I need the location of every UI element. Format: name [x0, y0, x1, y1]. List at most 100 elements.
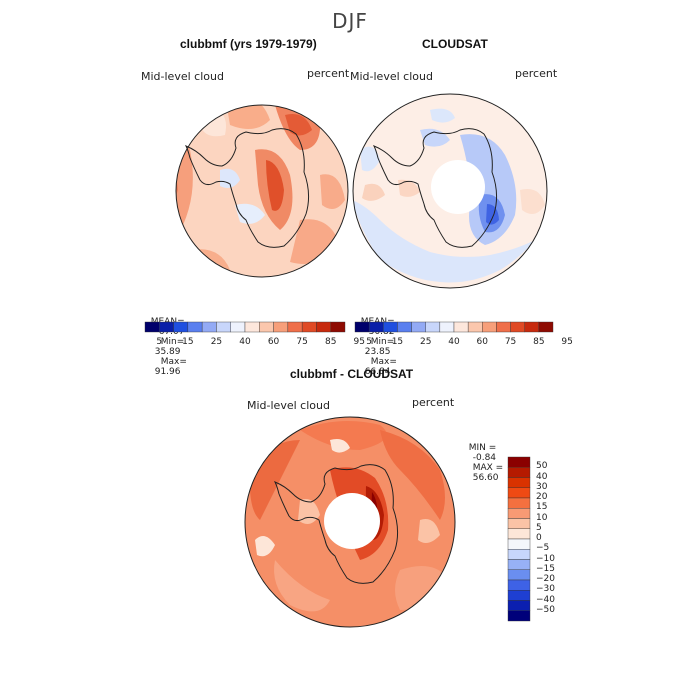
- colorbar-tick-label: 60: [267, 337, 280, 347]
- colorbar-level-label: −40: [536, 594, 555, 605]
- colorbar-swatch: [507, 456, 531, 468]
- colorbar-swatch: [510, 321, 525, 333]
- colorbar-panel-1: [144, 321, 346, 333]
- colorbar-level-label: −20: [536, 574, 555, 584]
- colorbar-level-label: 0: [536, 533, 542, 543]
- panel-2-variable: Mid-level cloud: [350, 70, 433, 83]
- colorbar-tick-label: 15: [391, 337, 404, 347]
- colorbar-level-label: −30: [536, 584, 555, 595]
- colorbar-swatch: [173, 321, 189, 333]
- diff-units: percent: [412, 396, 455, 409]
- colorbar-swatch: [507, 559, 531, 570]
- colorbar-level-label: 50: [536, 461, 548, 472]
- colorbar-tick-label: 15: [182, 337, 194, 347]
- panel-1-units: percent: [307, 67, 350, 80]
- colorbar-swatch: [316, 321, 331, 333]
- colorbar-swatch: [244, 321, 260, 333]
- diff-max: 56.60: [472, 473, 499, 483]
- colorbar-swatch: [411, 321, 426, 333]
- panel-2-min: 23.85: [364, 347, 391, 357]
- colorbar-tick-label: 85: [324, 337, 337, 347]
- colorbar-swatch: [467, 321, 483, 333]
- colorbar-swatch: [507, 518, 531, 529]
- colorbar-swatch: [507, 487, 531, 499]
- colorbar-swatch: [496, 321, 511, 333]
- cloudsat-cloud-map: [352, 93, 548, 289]
- colorbar-swatch: [383, 321, 398, 333]
- colorbar-tick-label: 40: [239, 337, 251, 347]
- panel-1-max-label: Max=: [160, 357, 187, 367]
- panel-2-units: percent: [515, 67, 558, 80]
- colorbar-level-label: −5: [536, 543, 550, 554]
- colorbar-swatch: [187, 321, 203, 333]
- diff-max-label: MAX =: [472, 463, 504, 473]
- colorbar-tick-label: 5: [366, 337, 373, 347]
- panel-2-max-label: Max=: [370, 357, 397, 367]
- colorbar-level-label: 10: [536, 512, 548, 523]
- colorbar-panel-1-ticks: 5 15 25 40 60 75 85 95: [145, 337, 365, 349]
- colorbar-panel-2-ticks: 5 15 25 40 60 75 85 95: [355, 337, 573, 349]
- colorbar-level-label: 15: [536, 502, 548, 513]
- colorbar-swatch: [368, 321, 384, 333]
- colorbar-swatch: [453, 321, 469, 333]
- panel-1-max: 91.96: [154, 367, 181, 377]
- panel-2-max: 66.84: [364, 367, 391, 377]
- colorbar-swatch: [507, 528, 531, 540]
- colorbar-tick-label: 25: [419, 337, 432, 347]
- colorbar-swatch: [287, 321, 303, 333]
- colorbar-swatch: [354, 321, 370, 333]
- diff-minmax: MIN = -0.84 MAX = 56.60: [463, 433, 504, 483]
- colorbar-level-label: −10: [536, 553, 555, 564]
- colorbar-swatch: [144, 321, 160, 333]
- panel-2-title: CLOUDSAT: [422, 37, 488, 51]
- colorbar-swatch: [507, 569, 531, 581]
- colorbar-swatch: [230, 321, 246, 333]
- colorbar-swatch: [507, 497, 531, 509]
- colorbar-swatch: [273, 321, 289, 333]
- colorbar-tick-label: 60: [476, 337, 489, 347]
- colorbar-swatch: [330, 321, 346, 333]
- colorbar-panel-2: [354, 321, 554, 333]
- colorbar-tick-label: 25: [210, 337, 223, 347]
- colorbar-tick-label: 95: [561, 337, 573, 347]
- difference-cloud-map: [244, 416, 456, 628]
- panel-1-min-label: Min=: [160, 337, 185, 347]
- colorbar-tick-label: 95: [353, 337, 366, 347]
- colorbar-difference: [507, 456, 531, 622]
- colorbar-tick-label: 85: [533, 337, 545, 347]
- diff-title: clubbmf - CLOUDSAT: [290, 367, 414, 381]
- colorbar-level-label: −15: [536, 563, 555, 574]
- colorbar-difference-labels: 50 40 30 20 15 10 5 0 −5 −10 −15 −20 −30 −40 −50: [536, 457, 576, 621]
- colorbar-tick-label: 40: [448, 337, 460, 347]
- figure-season-title: DJF: [332, 9, 368, 33]
- colorbar-swatch: [538, 321, 554, 333]
- colorbar-swatch: [507, 579, 531, 591]
- diff-min: -0.84: [472, 453, 497, 463]
- model-cloud-map: [175, 104, 349, 278]
- colorbar-swatch: [507, 477, 531, 488]
- colorbar-swatch: [524, 321, 540, 333]
- colorbar-swatch: [507, 549, 531, 560]
- colorbar-swatch: [439, 321, 455, 333]
- colorbar-swatch: [507, 600, 531, 611]
- colorbar-swatch: [259, 321, 274, 333]
- colorbar-swatch: [507, 508, 531, 519]
- colorbar-level-label: 5: [536, 522, 542, 533]
- colorbar-swatch: [301, 321, 317, 333]
- colorbar-swatch: [201, 321, 217, 333]
- diff-min-label: MIN =: [468, 443, 497, 453]
- panel-1-title: clubbmf (yrs 1979-1979): [180, 37, 317, 51]
- panel-1-variable: Mid-level cloud: [141, 70, 224, 83]
- colorbar-level-label: −50: [536, 604, 555, 615]
- colorbar-tick-label: 5: [156, 337, 163, 347]
- colorbar-swatch: [397, 321, 412, 333]
- colorbar-swatch: [507, 610, 531, 622]
- colorbar-level-label: 30: [536, 481, 548, 492]
- colorbar-level-label: 40: [536, 471, 548, 482]
- colorbar-swatch: [482, 321, 497, 333]
- colorbar-swatch: [507, 467, 531, 478]
- colorbar-tick-label: 75: [296, 337, 308, 347]
- colorbar-swatch: [216, 321, 231, 333]
- diff-variable: Mid-level cloud: [247, 399, 330, 412]
